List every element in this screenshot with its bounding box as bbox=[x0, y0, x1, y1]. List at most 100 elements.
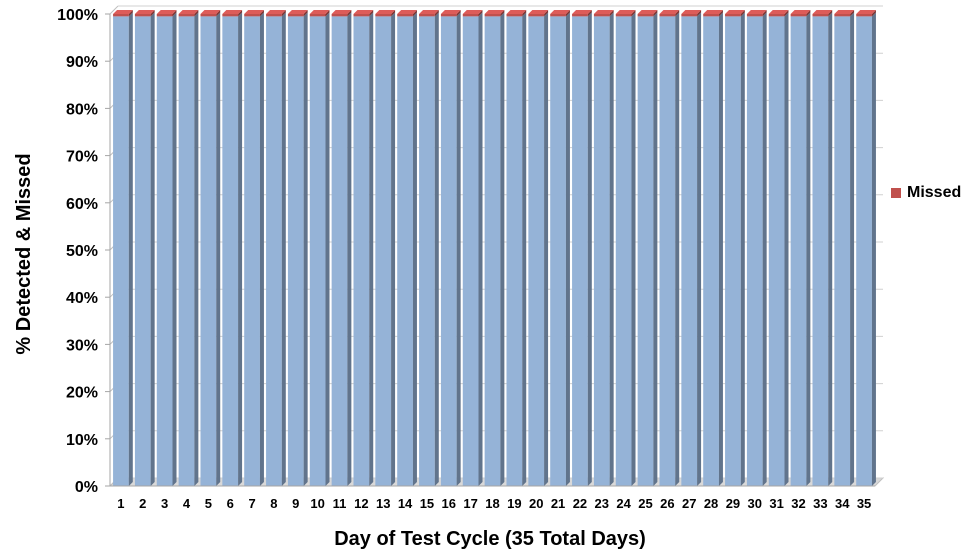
gridline-depth bbox=[109, 5, 119, 15]
bar-side bbox=[609, 12, 614, 487]
x-tick-label: 3 bbox=[161, 496, 168, 511]
bar-top bbox=[266, 10, 286, 14]
legend-label-missed: Missed bbox=[907, 184, 962, 201]
bar-top bbox=[637, 10, 658, 14]
bar-side bbox=[740, 12, 745, 487]
bar-side bbox=[850, 12, 855, 487]
bar-top bbox=[703, 10, 723, 14]
bar-side bbox=[281, 12, 286, 487]
bar-side bbox=[303, 10, 308, 17]
x-tick-label: 4 bbox=[183, 496, 191, 511]
bar-series-0 bbox=[331, 16, 348, 487]
bar-series-0 bbox=[462, 16, 479, 487]
x-tick-label: 24 bbox=[616, 496, 631, 511]
bar-side bbox=[806, 10, 811, 17]
bar-missed bbox=[331, 14, 348, 17]
bar-series-0 bbox=[397, 16, 413, 487]
bar-top bbox=[659, 10, 680, 14]
x-tick-label: 17 bbox=[463, 496, 477, 511]
bar-top bbox=[200, 10, 221, 14]
x-tick-label: 26 bbox=[660, 496, 674, 511]
x-tick-label: 12 bbox=[354, 496, 368, 511]
bar-top bbox=[222, 10, 243, 14]
x-axis-title: Day of Test Cycle (35 Total Days) bbox=[334, 528, 646, 550]
bar-missed bbox=[200, 14, 217, 17]
bar-series-0 bbox=[812, 16, 829, 487]
bar-top bbox=[746, 10, 767, 14]
x-tick-label: 32 bbox=[791, 496, 805, 511]
bar-side bbox=[675, 10, 680, 17]
bar-side bbox=[325, 12, 330, 487]
bar-side bbox=[325, 10, 330, 17]
bar-side bbox=[172, 12, 177, 487]
bar-top bbox=[244, 10, 264, 14]
bar-side bbox=[653, 10, 658, 17]
bar-side bbox=[871, 12, 876, 487]
bar-missed bbox=[353, 14, 370, 17]
bar-missed bbox=[834, 14, 851, 17]
bar-side bbox=[522, 12, 527, 487]
y-tick-label: 30% bbox=[66, 337, 98, 354]
bar-side bbox=[828, 10, 833, 17]
bar-side bbox=[150, 10, 155, 17]
bar-side bbox=[478, 10, 483, 17]
bar-missed bbox=[134, 14, 151, 17]
bar-side bbox=[391, 12, 396, 487]
bar-series-0 bbox=[593, 16, 610, 487]
bar-side bbox=[806, 12, 811, 487]
bar-side bbox=[412, 10, 417, 17]
bar-missed bbox=[615, 14, 632, 17]
bar-side bbox=[259, 12, 264, 487]
axes bbox=[105, 13, 875, 487]
bar-side bbox=[456, 10, 461, 17]
bar-series-0 bbox=[287, 16, 304, 487]
x-tick-label: 13 bbox=[376, 496, 390, 511]
bar-missed bbox=[287, 14, 304, 17]
x-tick-label: 9 bbox=[292, 496, 299, 511]
bar-side bbox=[522, 10, 527, 17]
bar-series-0 bbox=[790, 16, 807, 487]
bar-series-0 bbox=[156, 16, 173, 487]
y-tick-labels: 0% 10% 20% 30% 40% 50% 60% 70% 80% 90% 100% bbox=[57, 7, 98, 496]
bar-top bbox=[331, 10, 352, 14]
x-tick-label: 16 bbox=[442, 496, 456, 511]
bar-missed bbox=[703, 14, 719, 17]
bar-side bbox=[412, 12, 417, 487]
x-tick-label: 31 bbox=[769, 496, 783, 511]
bar-missed bbox=[790, 14, 807, 17]
bar-missed bbox=[266, 14, 282, 17]
bar-series-0 bbox=[309, 16, 326, 487]
bar-side bbox=[391, 10, 396, 17]
bar-missed bbox=[725, 14, 741, 17]
bar-side bbox=[718, 12, 723, 487]
bar-side bbox=[216, 12, 221, 487]
bar-missed bbox=[419, 14, 435, 17]
bar-missed bbox=[812, 14, 829, 17]
bar-series-0 bbox=[834, 16, 851, 487]
bar-side bbox=[697, 10, 702, 17]
bar-top bbox=[462, 10, 483, 14]
x-tick-label: 8 bbox=[270, 496, 277, 511]
x-tick-label: 23 bbox=[595, 496, 609, 511]
bar-side bbox=[194, 10, 199, 17]
bar-top bbox=[550, 10, 570, 14]
bar-top bbox=[790, 10, 811, 14]
bar-side bbox=[347, 12, 352, 487]
bar-side bbox=[587, 12, 592, 487]
bar-top bbox=[309, 10, 330, 14]
x-tick-label: 2 bbox=[139, 496, 146, 511]
x-tick-label: 33 bbox=[813, 496, 827, 511]
bar-side bbox=[194, 12, 199, 487]
bar-top bbox=[681, 10, 702, 14]
x-tick-label: 10 bbox=[310, 496, 324, 511]
y-axis-title: % Detected & Missed bbox=[13, 153, 35, 354]
bar-series-0 bbox=[506, 16, 523, 487]
bar-missed bbox=[113, 14, 129, 17]
bar-side bbox=[631, 12, 636, 487]
x-tick-label: 14 bbox=[398, 496, 413, 511]
x-tick-label: 29 bbox=[726, 496, 740, 511]
bar-side bbox=[303, 12, 308, 487]
x-tick-label: 18 bbox=[485, 496, 499, 511]
y-tick-label: 80% bbox=[66, 101, 98, 118]
